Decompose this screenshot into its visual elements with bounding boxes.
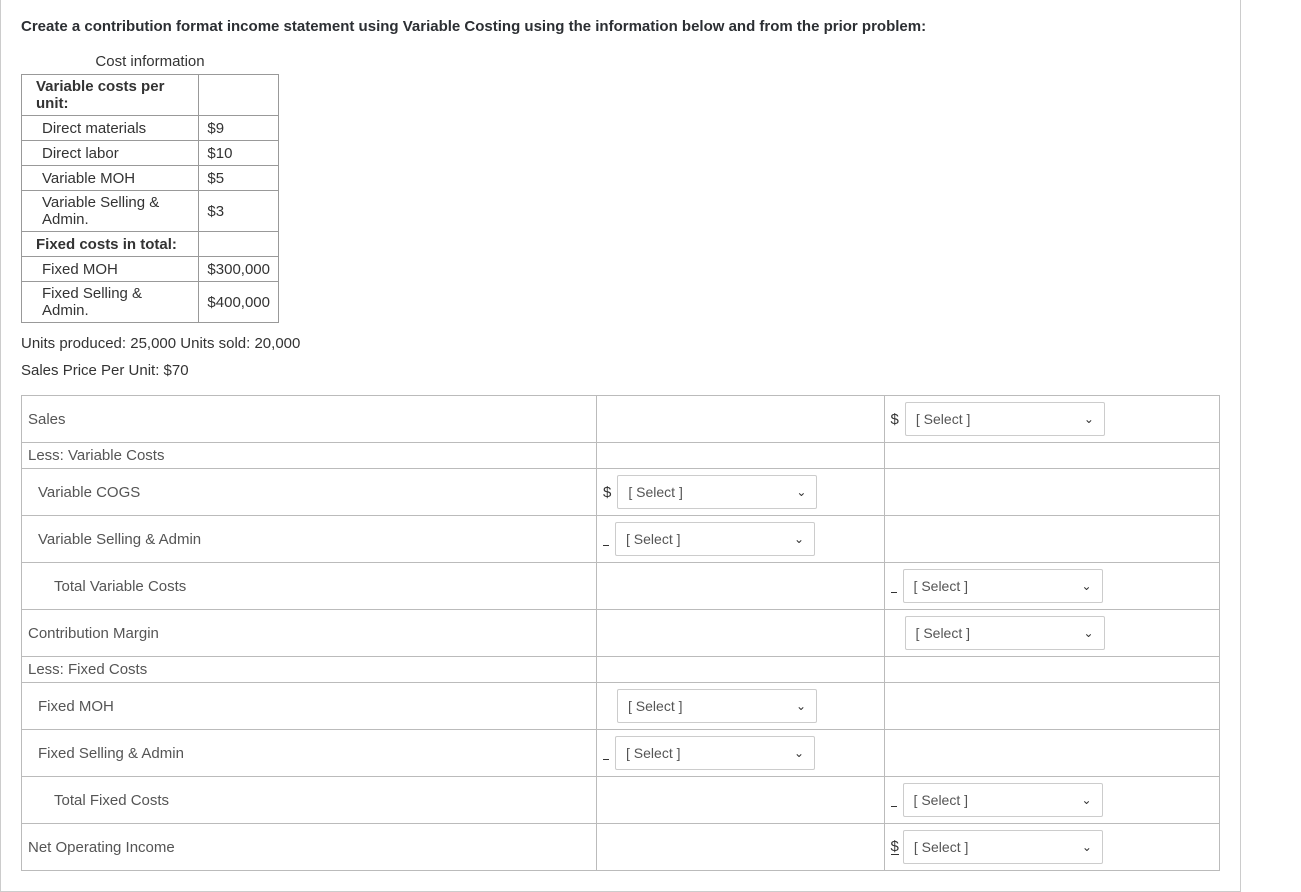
select-placeholder: [ Select ]	[914, 578, 968, 594]
underscore-prefix	[891, 579, 897, 593]
cost-row-label: Variable MOH	[22, 166, 199, 191]
fixed-moh-select[interactable]: [ Select ] ⌄	[617, 689, 817, 723]
income-statement-table: Sales $ [ Select ] ⌄ Less: Variable Cost…	[21, 395, 1220, 871]
cost-row-label: Direct labor	[22, 141, 199, 166]
variable-cogs-cell: $ [ Select ] ⌄	[597, 469, 885, 516]
cost-row-value: $9	[199, 116, 279, 141]
cost-table: Variable costs per unit: Direct material…	[21, 74, 279, 323]
cost-row-value: $10	[199, 141, 279, 166]
total-fixed-select[interactable]: [ Select ] ⌄	[903, 783, 1103, 817]
empty-cell	[884, 730, 1219, 777]
empty-cell	[884, 443, 1219, 469]
fixed-sa-cell: [ Select ] ⌄	[597, 730, 885, 777]
empty-cell	[597, 443, 885, 469]
empty-cell	[884, 469, 1219, 516]
select-placeholder: [ Select ]	[916, 625, 970, 641]
chevron-down-icon: ⌄	[1082, 840, 1092, 854]
empty-cell	[884, 516, 1219, 563]
net-income-cell: $ [ Select ] ⌄	[884, 824, 1219, 871]
chevron-down-icon: ⌄	[794, 746, 804, 760]
chevron-down-icon: ⌄	[796, 699, 806, 713]
underscore-prefix	[891, 793, 897, 807]
row-label-variable-sa: Variable Selling & Admin	[22, 516, 597, 563]
variable-sa-cell: [ Select ] ⌄	[597, 516, 885, 563]
select-placeholder: [ Select ]	[628, 484, 682, 500]
empty-cell	[199, 232, 279, 257]
dollar-sign-underlined: $	[891, 839, 899, 855]
sales-select[interactable]: [ Select ] ⌄	[905, 402, 1105, 436]
problem-prompt: Create a contribution format income stat…	[21, 18, 1220, 35]
row-label-less-fixed: Less: Fixed Costs	[22, 657, 597, 683]
row-label-less-variable: Less: Variable Costs	[22, 443, 597, 469]
cost-row-label: Fixed MOH	[22, 257, 199, 282]
variable-costs-header: Variable costs per unit:	[22, 75, 199, 116]
chevron-down-icon: ⌄	[1084, 412, 1094, 426]
empty-cell	[884, 657, 1219, 683]
underscore-prefix	[603, 746, 609, 760]
row-label-contribution-margin: Contribution Margin	[22, 610, 597, 657]
empty-cell	[597, 824, 885, 871]
cost-row-value: $300,000	[199, 257, 279, 282]
select-placeholder: [ Select ]	[626, 745, 680, 761]
fixed-costs-header: Fixed costs in total:	[22, 232, 199, 257]
total-variable-select[interactable]: [ Select ] ⌄	[903, 569, 1103, 603]
underscore-prefix	[603, 532, 609, 546]
fixed-sa-select[interactable]: [ Select ] ⌄	[615, 736, 815, 770]
select-placeholder: [ Select ]	[914, 792, 968, 808]
units-info: Units produced: 25,000 Units sold: 20,00…	[21, 335, 1220, 352]
problem-container: Create a contribution format income stat…	[0, 0, 1241, 892]
select-placeholder: [ Select ]	[914, 839, 968, 855]
row-label-total-variable: Total Variable Costs	[22, 563, 597, 610]
variable-sa-select[interactable]: [ Select ] ⌄	[615, 522, 815, 556]
contribution-margin-select[interactable]: [ Select ] ⌄	[905, 616, 1105, 650]
select-placeholder: [ Select ]	[628, 698, 682, 714]
cost-row-label: Variable Selling & Admin.	[22, 191, 199, 232]
total-fixed-cell: [ Select ] ⌄	[884, 777, 1219, 824]
row-label-total-fixed: Total Fixed Costs	[22, 777, 597, 824]
cost-table-caption: Cost information	[21, 51, 279, 72]
cost-info-block: Cost information Variable costs per unit…	[21, 51, 1220, 323]
row-label-variable-cogs: Variable COGS	[22, 469, 597, 516]
empty-cell	[597, 657, 885, 683]
empty-cell	[597, 777, 885, 824]
dollar-sign: $	[603, 484, 611, 501]
chevron-down-icon: ⌄	[796, 485, 806, 499]
cost-row-label: Fixed Selling & Admin.	[22, 282, 199, 323]
dollar-sign: $	[891, 411, 899, 428]
sales-amount-cell: $ [ Select ] ⌄	[884, 396, 1219, 443]
price-info: Sales Price Per Unit: $70	[21, 362, 1220, 379]
row-label-fixed-moh: Fixed MOH	[22, 683, 597, 730]
empty-cell	[199, 75, 279, 116]
chevron-down-icon: ⌄	[1081, 579, 1091, 593]
chevron-down-icon: ⌄	[1081, 793, 1091, 807]
row-label-sales: Sales	[22, 396, 597, 443]
empty-cell	[884, 683, 1219, 730]
contribution-margin-cell: [ Select ] ⌄	[884, 610, 1219, 657]
empty-cell	[597, 396, 885, 443]
select-placeholder: [ Select ]	[916, 411, 970, 427]
fixed-moh-cell: [ Select ] ⌄	[597, 683, 885, 730]
cost-row-value: $3	[199, 191, 279, 232]
empty-cell	[597, 563, 885, 610]
variable-cogs-select[interactable]: [ Select ] ⌄	[617, 475, 817, 509]
cost-row-value: $5	[199, 166, 279, 191]
chevron-down-icon: ⌄	[794, 532, 804, 546]
cost-row-label: Direct materials	[22, 116, 199, 141]
net-income-select[interactable]: [ Select ] ⌄	[903, 830, 1103, 864]
total-variable-cell: [ Select ] ⌄	[884, 563, 1219, 610]
cost-row-value: $400,000	[199, 282, 279, 323]
chevron-down-icon: ⌄	[1083, 626, 1093, 640]
row-label-net-income: Net Operating Income	[22, 824, 597, 871]
row-label-fixed-sa: Fixed Selling & Admin	[22, 730, 597, 777]
empty-cell	[597, 610, 885, 657]
select-placeholder: [ Select ]	[626, 531, 680, 547]
